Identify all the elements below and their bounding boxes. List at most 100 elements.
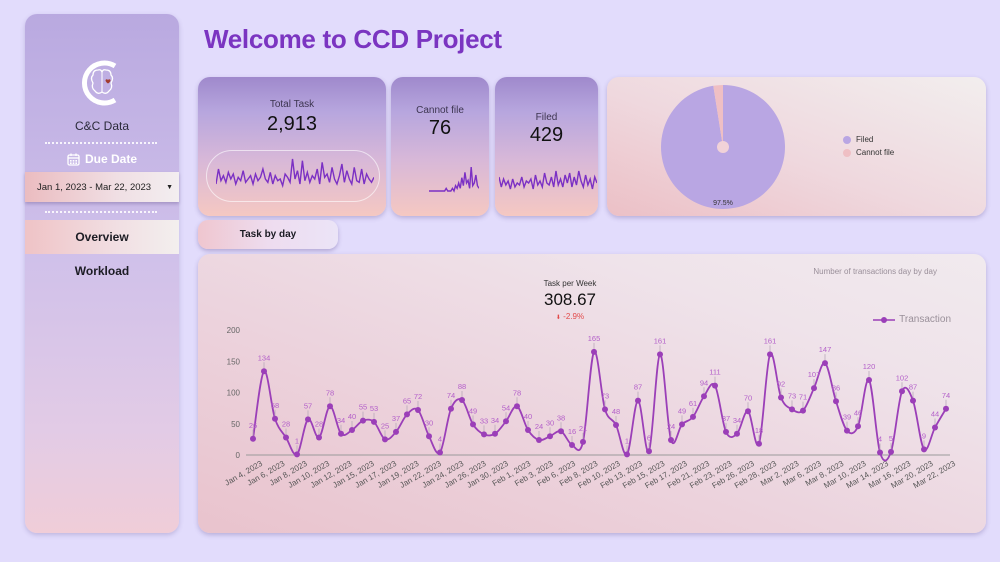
data-point[interactable] xyxy=(305,416,311,423)
data-point[interactable] xyxy=(272,415,278,422)
data-point[interactable] xyxy=(481,431,487,438)
data-point[interactable] xyxy=(371,418,377,425)
data-label: 24 xyxy=(535,422,543,431)
data-point[interactable] xyxy=(767,351,773,358)
data-point[interactable] xyxy=(734,430,740,437)
data-point[interactable] xyxy=(932,424,938,431)
data-point[interactable] xyxy=(602,406,608,413)
data-point[interactable] xyxy=(448,405,454,412)
date-range-picker[interactable]: Jan 1, 2023 - Mar 22, 2023 ▼ xyxy=(25,172,179,202)
data-point[interactable] xyxy=(569,442,575,448)
data-point[interactable] xyxy=(668,437,674,443)
data-point[interactable] xyxy=(250,435,256,442)
data-point[interactable] xyxy=(910,397,916,404)
y-tick-label: 200 xyxy=(227,326,241,335)
data-point[interactable] xyxy=(635,397,641,404)
data-point[interactable] xyxy=(514,403,520,410)
data-point[interactable] xyxy=(844,427,850,434)
legend-item-cannot-file[interactable]: Cannot file xyxy=(843,148,894,157)
data-label: 40 xyxy=(524,412,532,421)
data-point[interactable] xyxy=(415,407,421,413)
data-point[interactable] xyxy=(503,418,509,425)
legend-label: Cannot file xyxy=(856,148,895,157)
data-point[interactable] xyxy=(470,421,476,428)
data-point[interactable] xyxy=(437,449,443,456)
data-point[interactable] xyxy=(525,427,531,433)
data-label: 58 xyxy=(271,401,279,410)
data-point[interactable] xyxy=(316,434,322,441)
data-point[interactable] xyxy=(283,434,289,441)
data-point[interactable] xyxy=(327,403,333,410)
nav-workload[interactable]: Workload xyxy=(25,254,179,288)
data-point[interactable] xyxy=(382,436,388,443)
data-label: 65 xyxy=(403,396,411,405)
data-point[interactable] xyxy=(943,405,949,412)
data-point[interactable] xyxy=(822,360,828,367)
legend-item-filed[interactable]: Filed xyxy=(843,135,873,144)
pie-slice-cannot-file[interactable] xyxy=(713,85,723,147)
data-label: 24 xyxy=(667,422,675,431)
data-point[interactable] xyxy=(261,368,267,375)
data-point[interactable] xyxy=(492,430,498,437)
series-legend[interactable]: Transaction xyxy=(873,314,951,325)
data-label: 25 xyxy=(381,421,389,430)
data-label: 57 xyxy=(304,401,312,410)
data-label: 6 xyxy=(647,433,651,442)
page-title: Welcome to CCD Project xyxy=(204,24,502,54)
nav-overview[interactable]: Overview xyxy=(25,220,179,254)
data-point[interactable] xyxy=(745,408,751,415)
sparkline-filed xyxy=(499,170,597,190)
sparkline-cannot-file xyxy=(429,166,479,193)
data-point[interactable] xyxy=(536,437,542,443)
data-label: 73 xyxy=(601,391,609,400)
data-label: 78 xyxy=(513,388,521,397)
data-point[interactable] xyxy=(866,377,872,383)
data-point[interactable] xyxy=(591,348,597,355)
data-label: 53 xyxy=(370,404,378,413)
data-label: 87 xyxy=(909,383,917,392)
data-point[interactable] xyxy=(723,428,729,435)
data-point[interactable] xyxy=(624,451,630,458)
data-point[interactable] xyxy=(921,446,927,453)
task-by-day-label: Task by day xyxy=(239,229,297,240)
data-point[interactable] xyxy=(811,385,817,392)
scorecard-value: 308.67 xyxy=(544,290,596,309)
data-point[interactable] xyxy=(888,448,894,455)
data-point[interactable] xyxy=(855,423,861,430)
data-point[interactable] xyxy=(580,438,586,445)
data-point[interactable] xyxy=(558,428,564,435)
data-point[interactable] xyxy=(338,430,344,437)
data-point[interactable] xyxy=(701,393,707,400)
data-point[interactable] xyxy=(800,407,806,414)
legend-dot xyxy=(843,148,851,157)
data-point[interactable] xyxy=(360,417,366,424)
data-label: 5 xyxy=(889,434,893,443)
data-point[interactable] xyxy=(294,451,300,458)
data-point[interactable] xyxy=(679,421,685,428)
data-point[interactable] xyxy=(899,388,905,395)
data-point[interactable] xyxy=(690,413,696,420)
data-point[interactable] xyxy=(459,397,465,403)
data-point[interactable] xyxy=(789,406,795,413)
data-point[interactable] xyxy=(833,398,839,405)
data-point[interactable] xyxy=(877,449,883,456)
data-point[interactable] xyxy=(547,433,553,440)
data-point[interactable] xyxy=(712,382,718,389)
kpi-value: 76 xyxy=(428,117,452,139)
sparkline-total-task-line xyxy=(216,158,374,189)
task-by-day-button[interactable]: Task by day xyxy=(198,220,338,249)
data-label: 94 xyxy=(700,378,708,387)
data-point[interactable] xyxy=(404,411,410,418)
data-label: 40 xyxy=(348,412,356,421)
data-point[interactable] xyxy=(756,440,762,447)
data-point[interactable] xyxy=(426,433,432,440)
data-label: 49 xyxy=(678,406,686,415)
data-point[interactable] xyxy=(778,394,784,401)
data-label: 165 xyxy=(588,334,601,343)
data-label: 49 xyxy=(469,406,477,415)
data-point[interactable] xyxy=(393,428,399,435)
data-point[interactable] xyxy=(613,422,619,428)
data-point[interactable] xyxy=(657,351,663,358)
data-point[interactable] xyxy=(646,448,652,455)
data-point[interactable] xyxy=(349,427,355,433)
